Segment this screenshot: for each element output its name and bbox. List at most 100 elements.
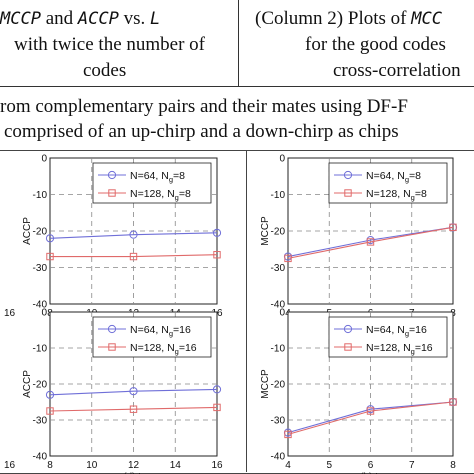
series-point-square — [46, 252, 54, 261]
legend-label-suffix: =8 — [409, 170, 421, 182]
series-point-square — [284, 430, 292, 439]
legend-label: N=128, Ng=16 — [130, 342, 197, 356]
legend-label: N=64, Ng=16 — [130, 324, 191, 338]
caption-line1: rom complementary pairs and their mates … — [0, 96, 408, 117]
legend-marker-circle — [343, 324, 353, 334]
legend-label: N=128, Ng=8 — [366, 188, 427, 202]
col2-line2: for the good codes — [305, 34, 446, 55]
legend-label-sub: g — [175, 347, 179, 356]
series-line-1 — [287, 401, 454, 434]
series-line-1 — [287, 226, 454, 258]
series-point-square — [284, 254, 292, 263]
x-tick-label: 16 — [211, 460, 223, 471]
legend-marker-circle — [107, 170, 117, 180]
legend-label-sub: g — [405, 175, 409, 184]
cropped-tick-label: 16 — [4, 460, 16, 471]
var-mccp: MCCP — [0, 9, 41, 29]
legend-label-sub: g — [411, 193, 415, 202]
series-line-2 — [50, 254, 218, 258]
header-column-divider — [238, 0, 239, 86]
series-point-square — [213, 251, 221, 259]
x-tick-label: 8 — [450, 460, 456, 471]
x-tick-label: 10 — [86, 460, 98, 471]
y-tick-label: -30 — [271, 416, 286, 427]
legend-label: N=64, Ng=8 — [366, 170, 421, 184]
legend-label: N=128, Ng=16 — [366, 342, 433, 356]
series-line-2 — [287, 401, 454, 435]
y-tick-label: -40 — [271, 300, 286, 311]
legend-label: N=128, Ng=8 — [130, 188, 191, 202]
series-point-square — [366, 238, 375, 246]
col1-line2: with twice the number of — [14, 34, 206, 55]
legend-marker-square — [108, 189, 116, 197]
legend-marker-circle — [107, 324, 117, 334]
series-line-1 — [49, 232, 218, 239]
cropped-tick-label: 16 — [4, 308, 16, 319]
legend-label-main: N=128, N — [130, 342, 175, 354]
series-point-circle — [212, 385, 222, 394]
series-line-2 — [49, 406, 218, 412]
col1-and: and — [40, 8, 78, 29]
series-point-square — [449, 398, 457, 406]
y-axis-label: ACCP — [22, 217, 33, 245]
y-tick-label: -20 — [271, 380, 286, 391]
col1-line1: MCCP and ACCP vs. L — [0, 8, 160, 30]
y-tick-label: -10 — [33, 344, 48, 355]
plots-column-divider — [246, 150, 247, 472]
legend-label-main: N=128, N — [130, 188, 175, 200]
y-tick-label: -40 — [33, 300, 48, 311]
x-axis-label: (b) L — [360, 472, 381, 474]
legend-label-suffix: =8 — [415, 188, 427, 200]
legend-label-suffix: =16 — [409, 324, 427, 336]
series-point-circle — [129, 230, 138, 239]
series-point-square — [449, 223, 457, 232]
y-tick-label: 0 — [279, 154, 285, 165]
x-axis-label: (d) L — [123, 472, 144, 474]
y-tick-label: 0 — [41, 154, 47, 165]
var-accp: ACCP — [77, 9, 119, 29]
legend-marker-square — [344, 343, 352, 351]
legend-label-suffix: =16 — [173, 324, 191, 336]
y-tick-label: -20 — [33, 380, 48, 391]
legend-label-sub: g — [175, 193, 179, 202]
legend-label-sub: g — [169, 329, 173, 338]
legend-label-main: N=64, N — [366, 324, 405, 336]
col1-vs: vs. — [118, 8, 150, 29]
legend-marker-square — [344, 189, 352, 197]
y-axis-label: MCCP — [260, 369, 271, 399]
legend-label: N=64, Ng=8 — [130, 170, 185, 184]
series-point-square — [366, 407, 375, 415]
legend-marker-circle — [343, 170, 353, 180]
legend-label-main: N=64, N — [130, 170, 169, 182]
x-tick-label: 5 — [326, 460, 332, 471]
series-point-square — [129, 252, 138, 261]
var-l: L — [150, 9, 161, 29]
series-point-circle — [129, 387, 138, 396]
series-point-circle — [45, 390, 55, 399]
y-tick-label: 0 — [41, 308, 47, 319]
legend-label: N=64, Ng=16 — [366, 324, 427, 338]
series-point-square — [129, 405, 138, 413]
x-tick-label: 6 — [368, 460, 374, 471]
col2-plots-of: (Column 2) Plots of — [255, 8, 412, 29]
legend-label-suffix: =16 — [179, 342, 197, 354]
y-axis-label: ACCP — [22, 370, 33, 398]
legend-label-main: N=64, N — [366, 170, 405, 182]
x-tick-label: 4 — [285, 460, 291, 471]
legend-label-suffix: =8 — [179, 188, 191, 200]
y-tick-label: -30 — [33, 416, 48, 427]
y-tick-label: -30 — [271, 263, 286, 274]
legend-label-sub: g — [169, 175, 173, 184]
x-tick-label: 12 — [128, 460, 140, 471]
var-mcc: MCC — [411, 9, 442, 29]
legend-label-suffix: =8 — [173, 170, 185, 182]
y-tick-label: -10 — [33, 190, 48, 201]
y-tick-label: -10 — [271, 190, 286, 201]
x-tick-label: 14 — [170, 460, 182, 471]
col2-line1: (Column 2) Plots of MCC — [255, 8, 442, 30]
y-tick-label: -30 — [33, 263, 48, 274]
